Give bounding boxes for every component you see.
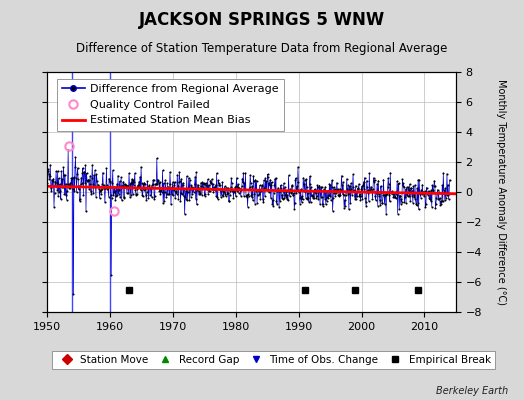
Y-axis label: Monthly Temperature Anomaly Difference (°C): Monthly Temperature Anomaly Difference (… xyxy=(496,79,506,305)
Text: JACKSON SPRINGS 5 WNW: JACKSON SPRINGS 5 WNW xyxy=(139,11,385,29)
Text: Berkeley Earth: Berkeley Earth xyxy=(436,386,508,396)
Text: Difference of Station Temperature Data from Regional Average: Difference of Station Temperature Data f… xyxy=(77,42,447,54)
Legend: Station Move, Record Gap, Time of Obs. Change, Empirical Break: Station Move, Record Gap, Time of Obs. C… xyxy=(52,351,495,369)
